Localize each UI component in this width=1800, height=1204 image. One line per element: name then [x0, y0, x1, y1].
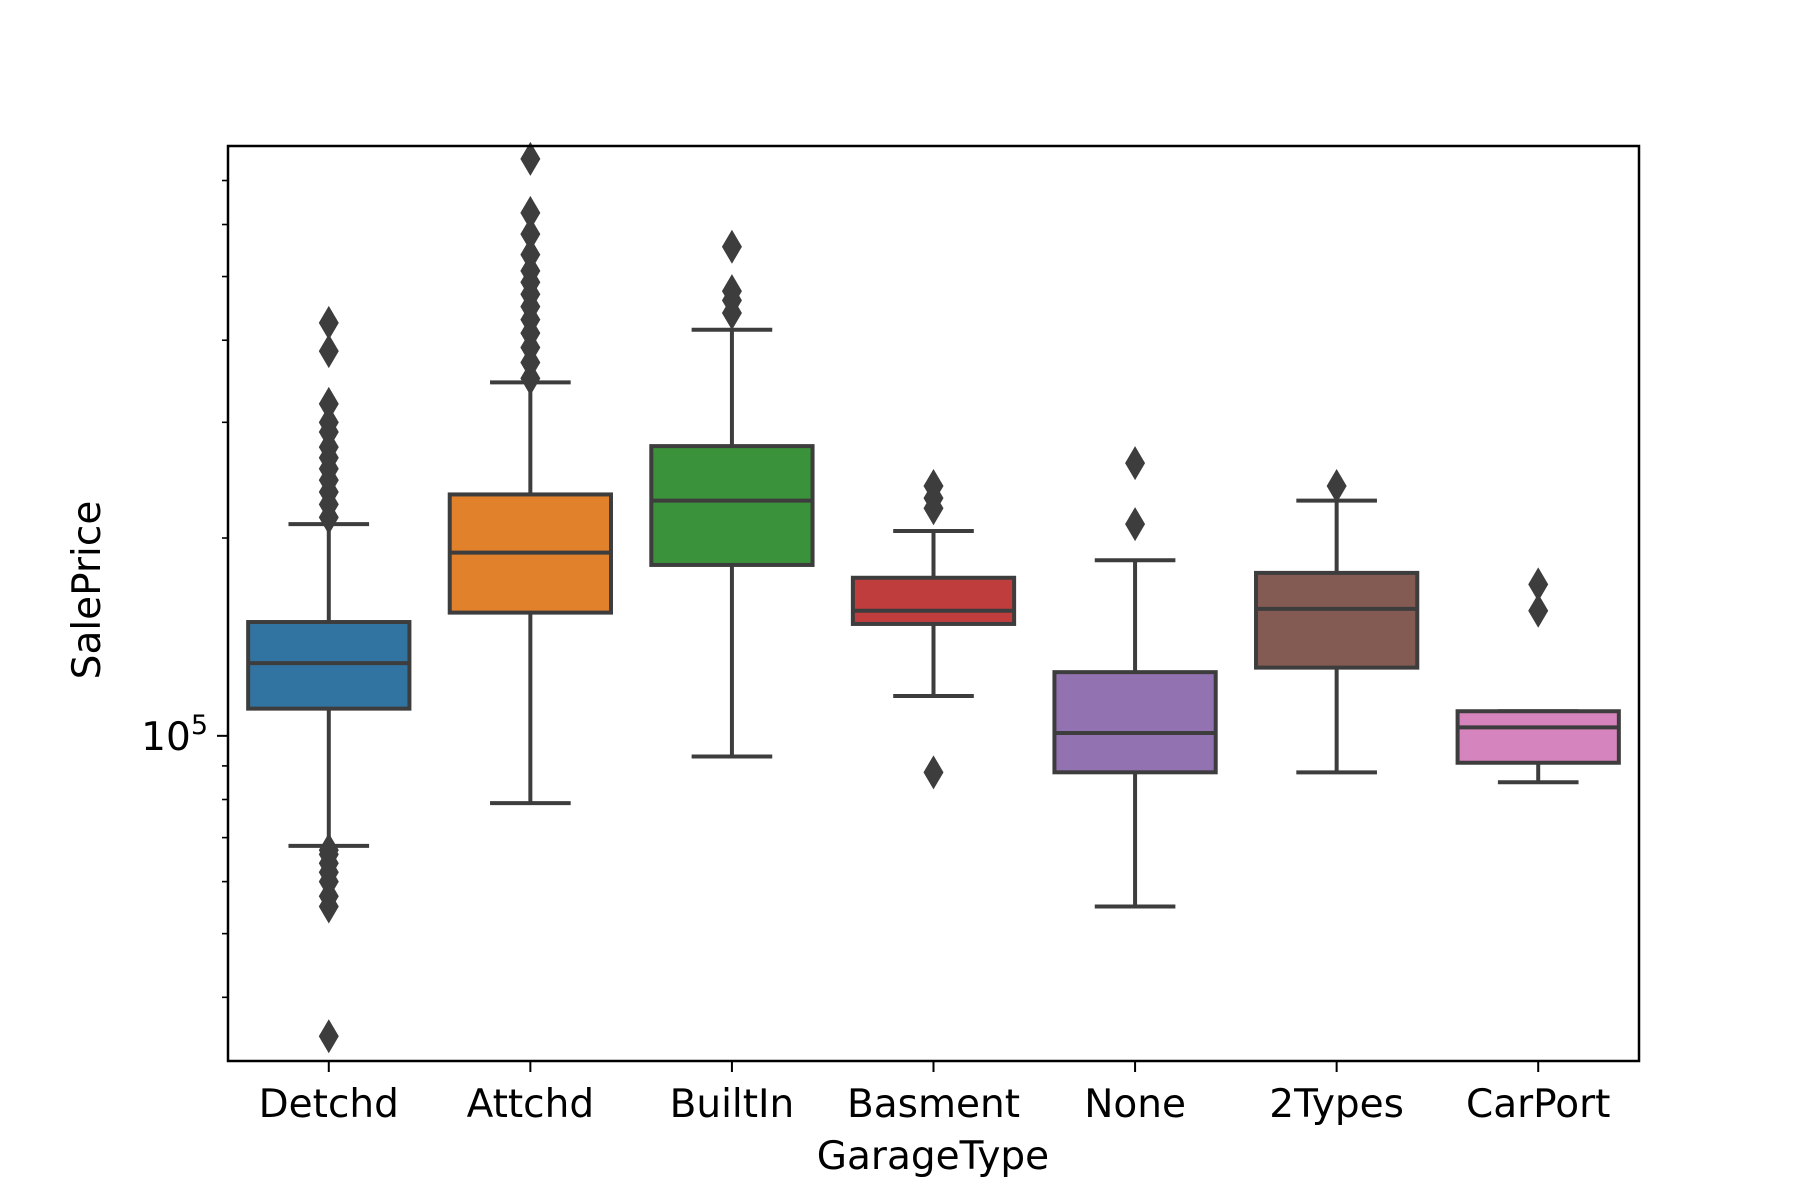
outlier-point	[520, 217, 541, 252]
y-axis-label: SalePrice	[65, 501, 110, 680]
box-builtin	[649, 229, 815, 759]
outlier-point	[318, 334, 339, 369]
box-carport	[1455, 567, 1621, 785]
box-attchd	[447, 141, 613, 806]
x-tick-label: None	[1084, 1082, 1186, 1127]
outlier-point	[1125, 446, 1146, 481]
plot-area	[246, 141, 1621, 1054]
box-basment	[850, 468, 1017, 790]
iqr-box	[1455, 709, 1621, 765]
iqr-box	[1052, 670, 1218, 775]
x-tick-label: 2Types	[1269, 1082, 1404, 1127]
x-tick-label: CarPort	[1466, 1082, 1610, 1127]
outlier-point	[318, 405, 339, 440]
outlier-point	[520, 195, 541, 230]
outlier-point	[721, 229, 742, 264]
outlier-point	[1326, 468, 1347, 503]
y-tick-label: 105	[141, 710, 208, 760]
outlier-point	[1528, 593, 1549, 628]
box-none	[1052, 446, 1218, 909]
outlier-point	[520, 237, 541, 272]
outlier-point	[318, 386, 339, 421]
outlier-point	[923, 755, 944, 790]
iqr-box	[850, 575, 1017, 626]
axes: Detchd Attchd BuiltIn Basment None 2Types CarP…	[141, 144, 1641, 1127]
x-tick-label: BuiltIn	[670, 1082, 795, 1127]
outlier-point	[318, 1019, 339, 1054]
box-2types	[1254, 468, 1420, 775]
outlier-point	[520, 141, 541, 176]
iqr-box	[1254, 570, 1420, 670]
outlier-point	[923, 468, 944, 503]
iqr-box	[649, 444, 815, 567]
outlier-point	[318, 305, 339, 340]
x-axis-label: GarageType	[817, 1134, 1049, 1179]
outlier-point	[1125, 507, 1146, 542]
iqr-box	[246, 620, 412, 711]
x-tick-label: Attchd	[467, 1082, 595, 1127]
x-tick-label: Basment	[847, 1082, 1020, 1127]
box-detchd	[246, 305, 412, 1054]
x-tick-label: Detchd	[259, 1082, 399, 1127]
outlier-point	[721, 274, 742, 309]
outlier-point	[318, 833, 339, 868]
outlier-point	[1528, 567, 1549, 602]
